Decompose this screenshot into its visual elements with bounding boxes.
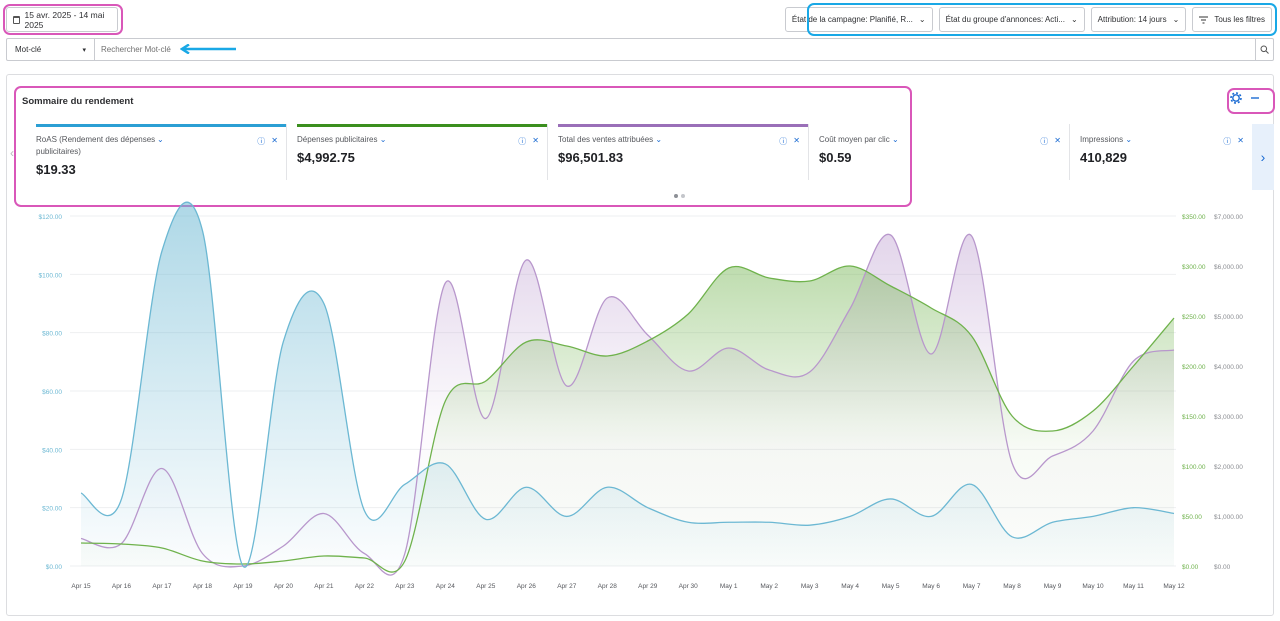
info-icon[interactable]: ⓘ <box>1223 137 1232 146</box>
close-icon[interactable]: ✕ <box>793 136 800 145</box>
chevron-down-icon: ⌄ <box>1172 15 1180 24</box>
carousel-next-button[interactable]: › <box>1252 124 1274 190</box>
close-icon[interactable]: ✕ <box>1054 136 1061 145</box>
highlight-filters <box>807 3 1277 36</box>
metric-value: $4,992.75 <box>297 150 355 165</box>
collapse-icon[interactable] <box>1250 93 1260 103</box>
chevron-down-icon[interactable]: ⌄ <box>891 135 899 144</box>
info-icon[interactable]: ⓘ <box>257 137 266 146</box>
chevron-down-icon[interactable]: ⌄ <box>655 135 663 144</box>
metric-value: $0.59 <box>819 150 852 165</box>
chevron-down-icon: ⌄ <box>918 15 926 24</box>
chevron-down-icon[interactable]: ⌄ <box>157 135 164 144</box>
highlight-date-range <box>3 4 123 35</box>
metric-label: Impressions <box>1080 135 1124 144</box>
close-icon[interactable]: ✕ <box>271 136 278 145</box>
info-icon[interactable]: ⓘ <box>1040 137 1049 146</box>
metric-card-ad-spend[interactable]: Dépenses publicitaires ⌄ $4,992.75 ⓘ ✕ <box>287 124 548 180</box>
info-icon[interactable]: ⓘ <box>779 137 788 146</box>
metric-card-icons: ⓘ ✕ <box>1223 136 1244 147</box>
search-button[interactable] <box>1255 39 1273 60</box>
metric-card-icons: ⓘ ✕ <box>1040 136 1061 147</box>
metric-card-attributed-sales[interactable]: Total des ventes attribuées ⌄ $96,501.83… <box>548 124 809 180</box>
chevron-down-icon[interactable]: ⌄ <box>1125 135 1133 144</box>
metric-card-icons: ⓘ ✕ <box>518 136 539 147</box>
calendar-icon <box>13 15 21 24</box>
chevron-down-icon: ⌄ <box>1070 15 1078 24</box>
campaign-status-filter[interactable]: État de la campagne: Planifié, R... ⌄ <box>784 7 933 32</box>
carousel-pagination <box>674 194 685 198</box>
filter-icon <box>1199 16 1209 23</box>
metric-label: Total des ventes attribuées <box>558 135 654 144</box>
metric-cards: RoAS (Rendement des dépenses publicitair… <box>26 124 1252 180</box>
filter-bar: État de la campagne: Planifié, R... ⌄ Ét… <box>784 7 1272 32</box>
metric-label: RoAS (Rendement des dépenses publicitair… <box>36 135 156 156</box>
metric-card-icons: ⓘ ✕ <box>257 136 278 147</box>
adgroup-status-filter-label: État du groupe d'annonces: Acti... <box>945 15 1065 24</box>
search-type-select[interactable]: Mot-clé ▾ <box>7 39 95 60</box>
chevron-down-icon[interactable]: ⌄ <box>379 135 387 144</box>
caret-down-icon: ▾ <box>82 46 86 54</box>
panel-actions <box>1230 92 1260 104</box>
toolbar: 15 avr. 2025 - 14 mai 2025 État de la ca… <box>0 0 1280 38</box>
metric-label: Coût moyen par clic <box>819 135 890 144</box>
metric-color-bar <box>36 124 286 127</box>
pagination-dot[interactable] <box>681 194 685 198</box>
close-icon[interactable]: ✕ <box>532 136 539 145</box>
all-filters-button[interactable]: Tous les filtres <box>1192 7 1272 32</box>
search-type-label: Mot-clé <box>15 45 42 54</box>
metric-value: 410,829 <box>1080 150 1127 165</box>
carousel-prev-button[interactable]: ‹ <box>10 146 14 160</box>
metric-card-roas[interactable]: RoAS (Rendement des dépenses publicitair… <box>26 124 287 180</box>
pagination-dot[interactable] <box>674 194 678 198</box>
metric-card-impressions[interactable]: Impressions ⌄ 410,829 ⓘ ✕ <box>1070 124 1252 180</box>
metric-card-avg-cpc[interactable]: Coût moyen par clic ⌄ $0.59 ⓘ ✕ <box>809 124 1070 180</box>
close-icon[interactable]: ✕ <box>1237 136 1244 145</box>
metric-color-bar <box>558 124 808 127</box>
date-range-picker[interactable]: 15 avr. 2025 - 14 mai 2025 <box>6 7 118 32</box>
campaign-status-filter-label: État de la campagne: Planifié, R... <box>791 15 913 24</box>
metric-label: Dépenses publicitaires <box>297 135 378 144</box>
highlight-summary <box>14 86 912 207</box>
all-filters-label: Tous les filtres <box>1214 15 1265 24</box>
keyword-search-bar: Mot-clé ▾ <box>6 38 1274 61</box>
highlight-panel-actions <box>1227 88 1275 114</box>
search-input[interactable] <box>95 39 1255 60</box>
metric-color-bar <box>297 124 547 127</box>
metric-value: $96,501.83 <box>558 150 624 165</box>
metric-card-icons: ⓘ ✕ <box>779 136 800 147</box>
search-icon <box>1260 45 1269 54</box>
info-icon[interactable]: ⓘ <box>518 137 527 146</box>
panel-title: Sommaire du rendement <box>22 96 134 107</box>
metric-value: $19.33 <box>36 162 76 177</box>
adgroup-status-filter[interactable]: État du groupe d'annonces: Acti... ⌄ <box>938 7 1085 32</box>
attribution-filter-label: Attribution: 14 jours <box>1097 15 1167 24</box>
annotation-arrow <box>180 44 236 54</box>
settings-gear-icon[interactable] <box>1230 92 1242 104</box>
attribution-filter[interactable]: Attribution: 14 jours ⌄ <box>1090 7 1187 32</box>
date-range-label: 15 avr. 2025 - 14 mai 2025 <box>24 9 105 30</box>
